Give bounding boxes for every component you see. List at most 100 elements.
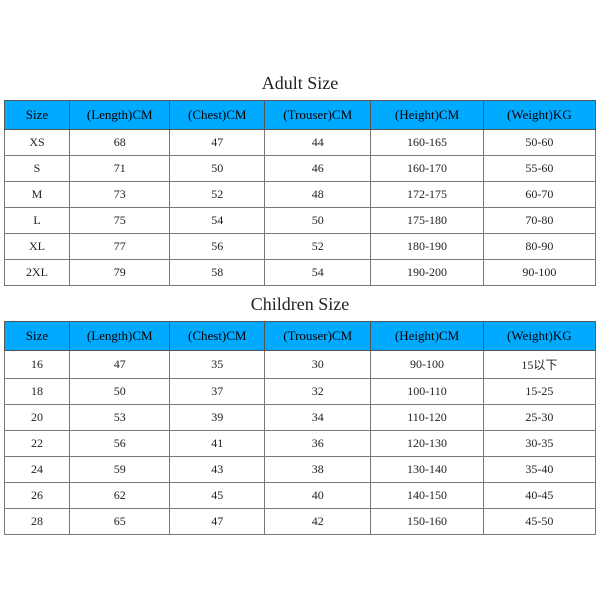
table-row: 28 65 47 42 150-160 45-50 <box>5 509 596 535</box>
table-row: XL 77 56 52 180-190 80-90 <box>5 234 596 260</box>
cell-chest: 37 <box>170 379 265 405</box>
cell-trouser: 50 <box>265 208 371 234</box>
col-height: (Height)CM <box>371 322 483 351</box>
cell-length: 73 <box>70 182 170 208</box>
cell-size: 2XL <box>5 260 70 286</box>
cell-height: 172-175 <box>371 182 483 208</box>
cell-chest: 41 <box>170 431 265 457</box>
cell-height: 140-150 <box>371 483 483 509</box>
cell-length: 68 <box>70 130 170 156</box>
cell-trouser: 36 <box>265 431 371 457</box>
cell-length: 65 <box>70 509 170 535</box>
col-weight: (Weight)KG <box>483 322 595 351</box>
table-header-row: Size (Length)CM (Chest)CM (Trouser)CM (H… <box>5 322 596 351</box>
cell-size: XL <box>5 234 70 260</box>
adult-size-section: Adult Size Size (Length)CM (Chest)CM (Tr… <box>4 65 596 286</box>
cell-weight: 50-60 <box>483 130 595 156</box>
table-row: XS 68 47 44 160-165 50-60 <box>5 130 596 156</box>
children-size-section: Children Size Size (Length)CM (Chest)CM … <box>4 286 596 535</box>
cell-height: 160-165 <box>371 130 483 156</box>
cell-size: 28 <box>5 509 70 535</box>
col-weight: (Weight)KG <box>483 101 595 130</box>
cell-trouser: 42 <box>265 509 371 535</box>
cell-weight: 15以下 <box>483 351 595 379</box>
cell-chest: 39 <box>170 405 265 431</box>
cell-size: 18 <box>5 379 70 405</box>
cell-size: S <box>5 156 70 182</box>
cell-size: 24 <box>5 457 70 483</box>
adult-size-table: Size (Length)CM (Chest)CM (Trouser)CM (H… <box>4 100 596 286</box>
cell-trouser: 30 <box>265 351 371 379</box>
col-height: (Height)CM <box>371 101 483 130</box>
cell-length: 50 <box>70 379 170 405</box>
cell-weight: 70-80 <box>483 208 595 234</box>
col-chest: (Chest)CM <box>170 322 265 351</box>
cell-chest: 54 <box>170 208 265 234</box>
cell-size: 22 <box>5 431 70 457</box>
table-row: 26 62 45 40 140-150 40-45 <box>5 483 596 509</box>
cell-trouser: 46 <box>265 156 371 182</box>
cell-weight: 60-70 <box>483 182 595 208</box>
cell-height: 150-160 <box>371 509 483 535</box>
col-trouser: (Trouser)CM <box>265 322 371 351</box>
cell-trouser: 32 <box>265 379 371 405</box>
cell-chest: 52 <box>170 182 265 208</box>
cell-chest: 58 <box>170 260 265 286</box>
cell-length: 47 <box>70 351 170 379</box>
cell-size: 26 <box>5 483 70 509</box>
cell-trouser: 48 <box>265 182 371 208</box>
cell-height: 190-200 <box>371 260 483 286</box>
cell-height: 100-110 <box>371 379 483 405</box>
cell-height: 90-100 <box>371 351 483 379</box>
table-row: 2XL 79 58 54 190-200 90-100 <box>5 260 596 286</box>
cell-weight: 35-40 <box>483 457 595 483</box>
cell-trouser: 44 <box>265 130 371 156</box>
cell-size: XS <box>5 130 70 156</box>
cell-chest: 56 <box>170 234 265 260</box>
cell-length: 71 <box>70 156 170 182</box>
col-chest: (Chest)CM <box>170 101 265 130</box>
cell-length: 79 <box>70 260 170 286</box>
cell-trouser: 52 <box>265 234 371 260</box>
cell-height: 175-180 <box>371 208 483 234</box>
cell-trouser: 34 <box>265 405 371 431</box>
cell-length: 75 <box>70 208 170 234</box>
cell-length: 77 <box>70 234 170 260</box>
cell-weight: 45-50 <box>483 509 595 535</box>
table-row: 22 56 41 36 120-130 30-35 <box>5 431 596 457</box>
cell-size: 20 <box>5 405 70 431</box>
cell-weight: 25-30 <box>483 405 595 431</box>
col-length: (Length)CM <box>70 322 170 351</box>
table-row: M 73 52 48 172-175 60-70 <box>5 182 596 208</box>
cell-weight: 30-35 <box>483 431 595 457</box>
cell-height: 110-120 <box>371 405 483 431</box>
adult-size-title: Adult Size <box>4 65 596 100</box>
cell-length: 56 <box>70 431 170 457</box>
children-size-title: Children Size <box>4 286 596 321</box>
cell-trouser: 54 <box>265 260 371 286</box>
cell-weight: 15-25 <box>483 379 595 405</box>
table-header-row: Size (Length)CM (Chest)CM (Trouser)CM (H… <box>5 101 596 130</box>
cell-weight: 55-60 <box>483 156 595 182</box>
cell-size: M <box>5 182 70 208</box>
cell-length: 62 <box>70 483 170 509</box>
cell-chest: 50 <box>170 156 265 182</box>
cell-height: 160-170 <box>371 156 483 182</box>
cell-weight: 80-90 <box>483 234 595 260</box>
cell-trouser: 38 <box>265 457 371 483</box>
cell-weight: 90-100 <box>483 260 595 286</box>
cell-height: 180-190 <box>371 234 483 260</box>
cell-chest: 47 <box>170 130 265 156</box>
col-trouser: (Trouser)CM <box>265 101 371 130</box>
table-row: 20 53 39 34 110-120 25-30 <box>5 405 596 431</box>
cell-chest: 35 <box>170 351 265 379</box>
cell-length: 53 <box>70 405 170 431</box>
col-size: Size <box>5 101 70 130</box>
table-row: 24 59 43 38 130-140 35-40 <box>5 457 596 483</box>
cell-weight: 40-45 <box>483 483 595 509</box>
children-size-table: Size (Length)CM (Chest)CM (Trouser)CM (H… <box>4 321 596 535</box>
table-row: L 75 54 50 175-180 70-80 <box>5 208 596 234</box>
col-length: (Length)CM <box>70 101 170 130</box>
cell-chest: 45 <box>170 483 265 509</box>
cell-size: 16 <box>5 351 70 379</box>
